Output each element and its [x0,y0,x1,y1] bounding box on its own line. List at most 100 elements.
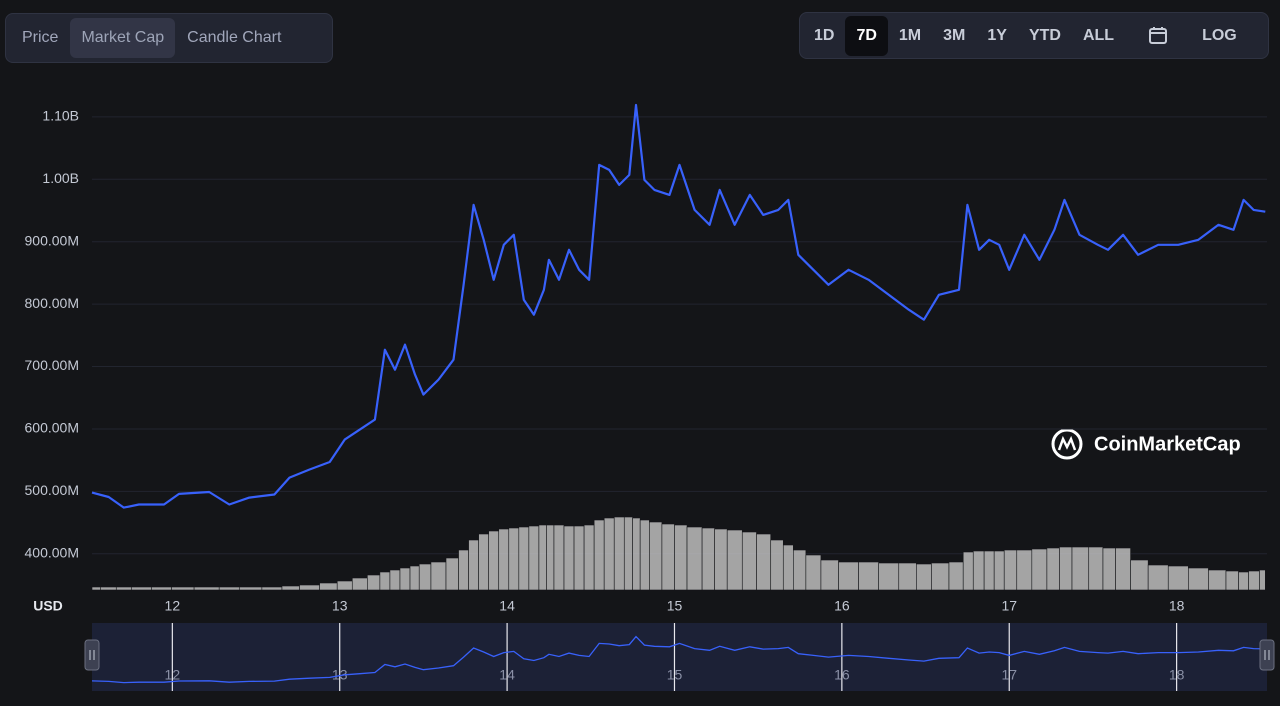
volume-bar [445,557,459,591]
volume-bar [336,580,353,591]
watermark-text: CoinMarketCap [1094,433,1241,455]
volume-bar [573,525,585,591]
volume-bar [1208,569,1227,591]
volume-bar [430,561,447,591]
y-tick-label: 1.10B [42,108,79,124]
navigator-tick-label: 17 [1001,667,1017,683]
volume-bar [528,525,540,591]
range-button[interactable]: 1M [898,26,922,44]
x-tick-label: 13 [332,598,348,614]
volume-bar [399,567,411,591]
volume-bar [993,550,1005,591]
volume-bar [115,586,132,591]
volume-bar [1031,548,1048,591]
volume-bar [770,539,784,591]
volume-bar [131,586,152,591]
tab-button[interactable]: Candle Chart [187,29,282,46]
log-button[interactable]: LOG [1202,26,1237,44]
range-button[interactable]: 1Y [987,26,1007,44]
volume-bar [1102,547,1116,591]
volume-bar [498,528,510,591]
volume-bar [351,577,368,591]
volume-bar [319,582,338,591]
volume-bar [632,517,641,591]
volume-bar [299,584,320,591]
volume-bar [238,586,263,591]
navigator-tick-label: 12 [165,667,181,683]
volume-bar [661,523,675,591]
range-button[interactable]: YTD [1028,26,1061,44]
volume-bar [367,574,381,591]
volume-bar [1259,569,1266,591]
range-button[interactable]: ALL [1082,26,1115,44]
volume-bar [218,586,240,591]
navigator-handle[interactable] [1259,639,1275,671]
volume-bar [1003,549,1018,591]
range-button[interactable]: 1D [814,26,835,44]
volume-bar [983,550,995,591]
volume-bar [613,516,625,591]
volume-bar [948,561,964,591]
volume-bar [468,539,479,591]
price-line [91,103,1266,509]
volume-bar [91,586,101,591]
volume-bar [389,569,401,591]
volume-bar [583,524,595,591]
volume-bar [546,524,555,591]
volume-bar [623,516,633,591]
range-group: 1D 7D 1M 3M 1Y YTD ALL LOG [799,12,1269,59]
volume-bar [379,571,391,591]
volume-bar [151,586,172,591]
volume-bar [458,549,469,591]
volume-bar [1225,570,1239,591]
tab-group: Price Market Cap Candle Chart [5,13,333,63]
volume-bar [820,559,839,591]
volume-bar [714,528,728,591]
volume-bar [1059,546,1073,591]
volume-bar [686,526,703,591]
y-tick-label: 1.00B [42,170,79,186]
volume-bar [962,551,974,591]
volume-bar [1167,565,1189,591]
volume-bar [488,530,500,591]
volume-bar [478,533,489,591]
volume-bar [418,563,432,591]
volume-bar [1115,547,1131,591]
volume-bar [593,519,605,591]
volume-bar [793,549,807,591]
navigator-tick-label: 16 [834,667,850,683]
volume-bar [553,524,565,591]
volume-bar [1238,571,1249,591]
volume-bar [639,519,650,591]
volume-bar [726,529,743,591]
volume-bar [931,562,950,591]
volume-bar [878,562,900,591]
watermark-logo-mark [1057,435,1077,451]
volume-bar [1016,549,1033,591]
x-tick-label: 18 [1169,598,1185,614]
range-button[interactable]: 3M [943,26,966,44]
calendar-button[interactable] [1137,16,1179,56]
volume-bar [674,524,688,591]
tab-button[interactable]: Market Cap [70,18,176,58]
volume-bar [261,586,283,591]
volume-bar [972,550,985,591]
volume-bar [1046,547,1060,591]
navigator-line [91,635,1266,684]
volume-bar [281,585,300,591]
y-tick-label: 400.00M [25,544,79,560]
y-axis-label: USD [33,598,63,614]
navigator-handle[interactable] [84,639,100,671]
y-tick-label: 900.00M [25,232,79,248]
volume-bar [563,525,575,591]
x-tick-label: 14 [499,598,515,614]
volume-bar [171,586,195,591]
volume-bar [858,561,879,591]
volume-bar [193,586,220,591]
navigator-tick-label: 14 [499,667,515,683]
range-button[interactable]: 7D [845,15,888,56]
tab-button[interactable]: Price [22,29,59,46]
navigator-tick-label: 13 [332,667,348,683]
